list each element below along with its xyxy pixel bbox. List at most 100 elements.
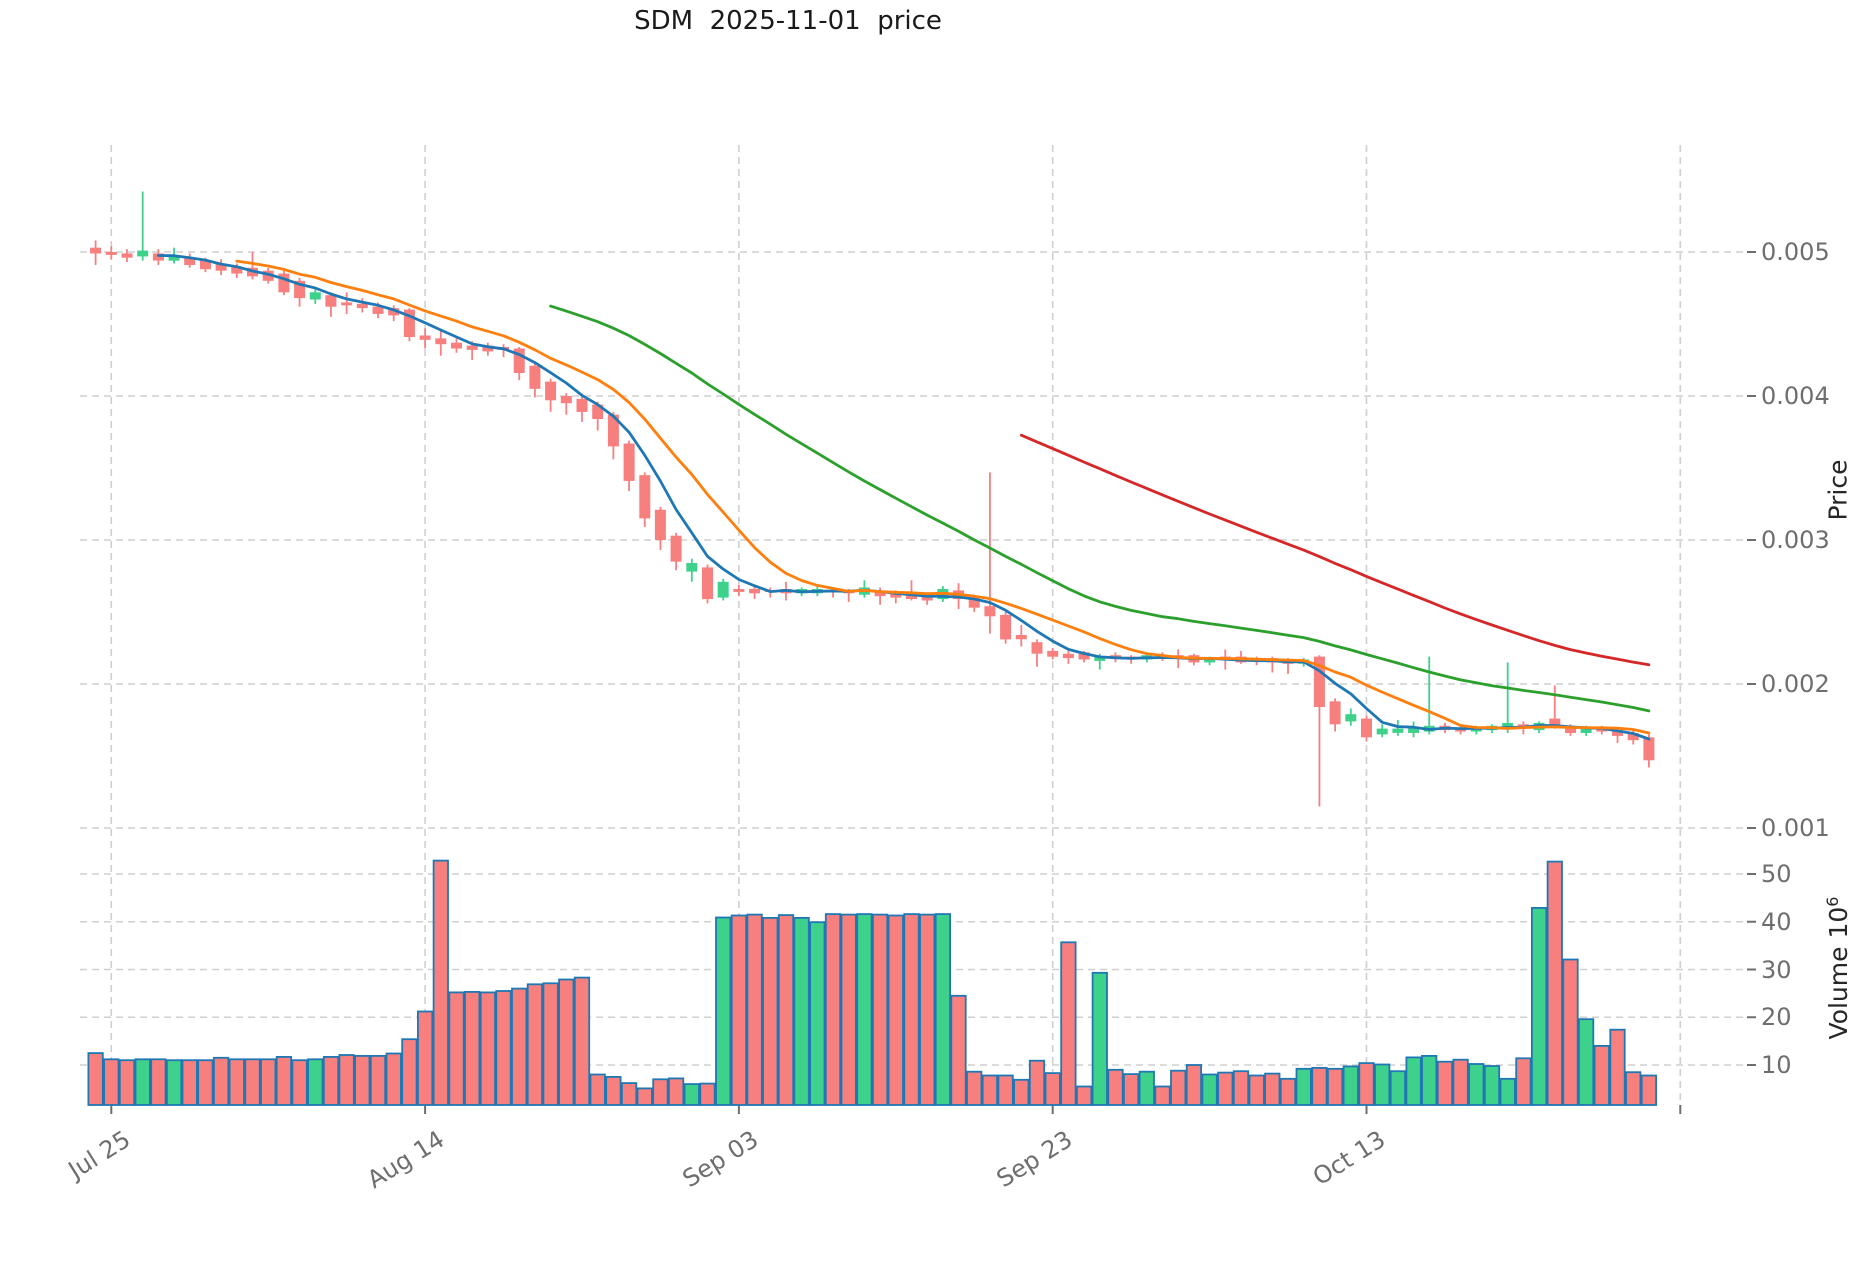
volume-bar (856, 913, 873, 1106)
price-tick-label: 0.001 (1761, 814, 1830, 842)
candle-body (639, 475, 651, 519)
candles (90, 191, 1655, 807)
volume-bar (291, 1059, 308, 1106)
candle-body (121, 253, 133, 258)
candle-body (1392, 728, 1404, 733)
volume-bar (762, 917, 779, 1106)
volume-bar (1138, 1070, 1155, 1106)
volume-bar (950, 994, 967, 1106)
candle-body (984, 606, 996, 617)
candle-body (1455, 728, 1467, 732)
candle-body (623, 443, 635, 481)
volume-bar (338, 1054, 355, 1106)
candle-body (388, 308, 400, 316)
volume-bar (1154, 1085, 1171, 1106)
volume-bar (1374, 1063, 1391, 1106)
volume-bar (668, 1077, 685, 1106)
volume-bar (354, 1055, 371, 1106)
volume-bar (1044, 1072, 1061, 1106)
chart-title: SDM 2025-11-01 price (634, 6, 942, 36)
volume-bar (1436, 1060, 1453, 1106)
volume-bar (824, 913, 842, 1106)
candlestick-volume-chart (80, 145, 1756, 1114)
candle-body (278, 273, 290, 293)
ma-line-MA10 (235, 259, 1651, 735)
candle-body (90, 247, 102, 254)
volume-bar (165, 1059, 183, 1106)
volume-bar (1640, 1074, 1657, 1106)
volume-bar (464, 991, 481, 1106)
volume-bar (605, 1076, 622, 1106)
volume-bar (479, 991, 497, 1106)
volume-bar (401, 1038, 418, 1106)
volume-bar (1123, 1073, 1140, 1106)
volume-bar (621, 1082, 638, 1106)
volume-bar (134, 1058, 151, 1106)
volume-bar (322, 1056, 340, 1106)
volume-bar (558, 978, 575, 1106)
volume-bar (730, 914, 748, 1106)
volume-bars (87, 859, 1657, 1106)
candle-body (1094, 656, 1106, 661)
volume-bar (872, 913, 889, 1106)
volume-bar (699, 1082, 716, 1106)
volume-bar (793, 917, 810, 1106)
candle-body (1361, 718, 1372, 738)
volume-bar (1091, 971, 1108, 1106)
candle-body (670, 535, 682, 562)
candle-body (654, 509, 666, 540)
candle-body (1502, 722, 1514, 729)
candle-body (309, 292, 321, 300)
candle-body (1015, 635, 1027, 640)
price-tick-label: 0.005 (1761, 238, 1830, 266)
candle-body (451, 342, 462, 349)
candle-body (1612, 730, 1623, 736)
volume-bar (212, 1056, 230, 1106)
volume-bar (573, 976, 591, 1106)
candle-body (592, 404, 604, 419)
candle-body (199, 260, 211, 270)
candle-body (231, 266, 243, 274)
candle-body (1565, 727, 1576, 733)
volume-bar (997, 1074, 1014, 1106)
volume-bar (1107, 1068, 1124, 1106)
price-tick-label: 0.004 (1761, 382, 1830, 410)
ma-line-MA5 (156, 254, 1651, 741)
candle-body (733, 589, 745, 592)
volume-bar (1264, 1072, 1281, 1106)
candle-body (529, 365, 541, 389)
candle-body (215, 263, 227, 271)
volume-bar (966, 1070, 983, 1106)
ma-line-MA60 (1019, 433, 1651, 667)
volume-bar (307, 1058, 324, 1106)
volume-bar (103, 1058, 120, 1106)
candle-body (1313, 656, 1325, 707)
volume-bar (448, 991, 465, 1106)
volume-bar (903, 913, 920, 1106)
volume-bar (840, 913, 857, 1106)
volume-bar (244, 1058, 261, 1106)
volume-bar (432, 859, 449, 1106)
volume-bar (526, 983, 544, 1106)
volume-bar (1185, 1064, 1202, 1106)
volume-bar (1060, 941, 1077, 1106)
candle-body (1062, 653, 1074, 659)
candle-body (1549, 718, 1561, 728)
volume-bar (934, 913, 952, 1106)
candle-body (1078, 652, 1090, 660)
price-tick-label: 0.003 (1761, 526, 1830, 554)
volume-bar (1562, 958, 1579, 1106)
volume-bar (887, 914, 904, 1106)
volume-bar (1201, 1073, 1218, 1106)
volume-bar (1327, 1067, 1344, 1106)
volume-bar (1546, 860, 1563, 1106)
candle-body (1627, 733, 1639, 741)
candle-body (686, 563, 698, 572)
candle-body (1376, 728, 1388, 735)
candle-body (968, 597, 980, 608)
volume-bar (652, 1078, 669, 1106)
volume-bar (1483, 1065, 1501, 1106)
candle-body (137, 250, 149, 257)
volume-tick-label: 50 (1761, 860, 1792, 888)
volume-bar (1515, 1057, 1532, 1106)
